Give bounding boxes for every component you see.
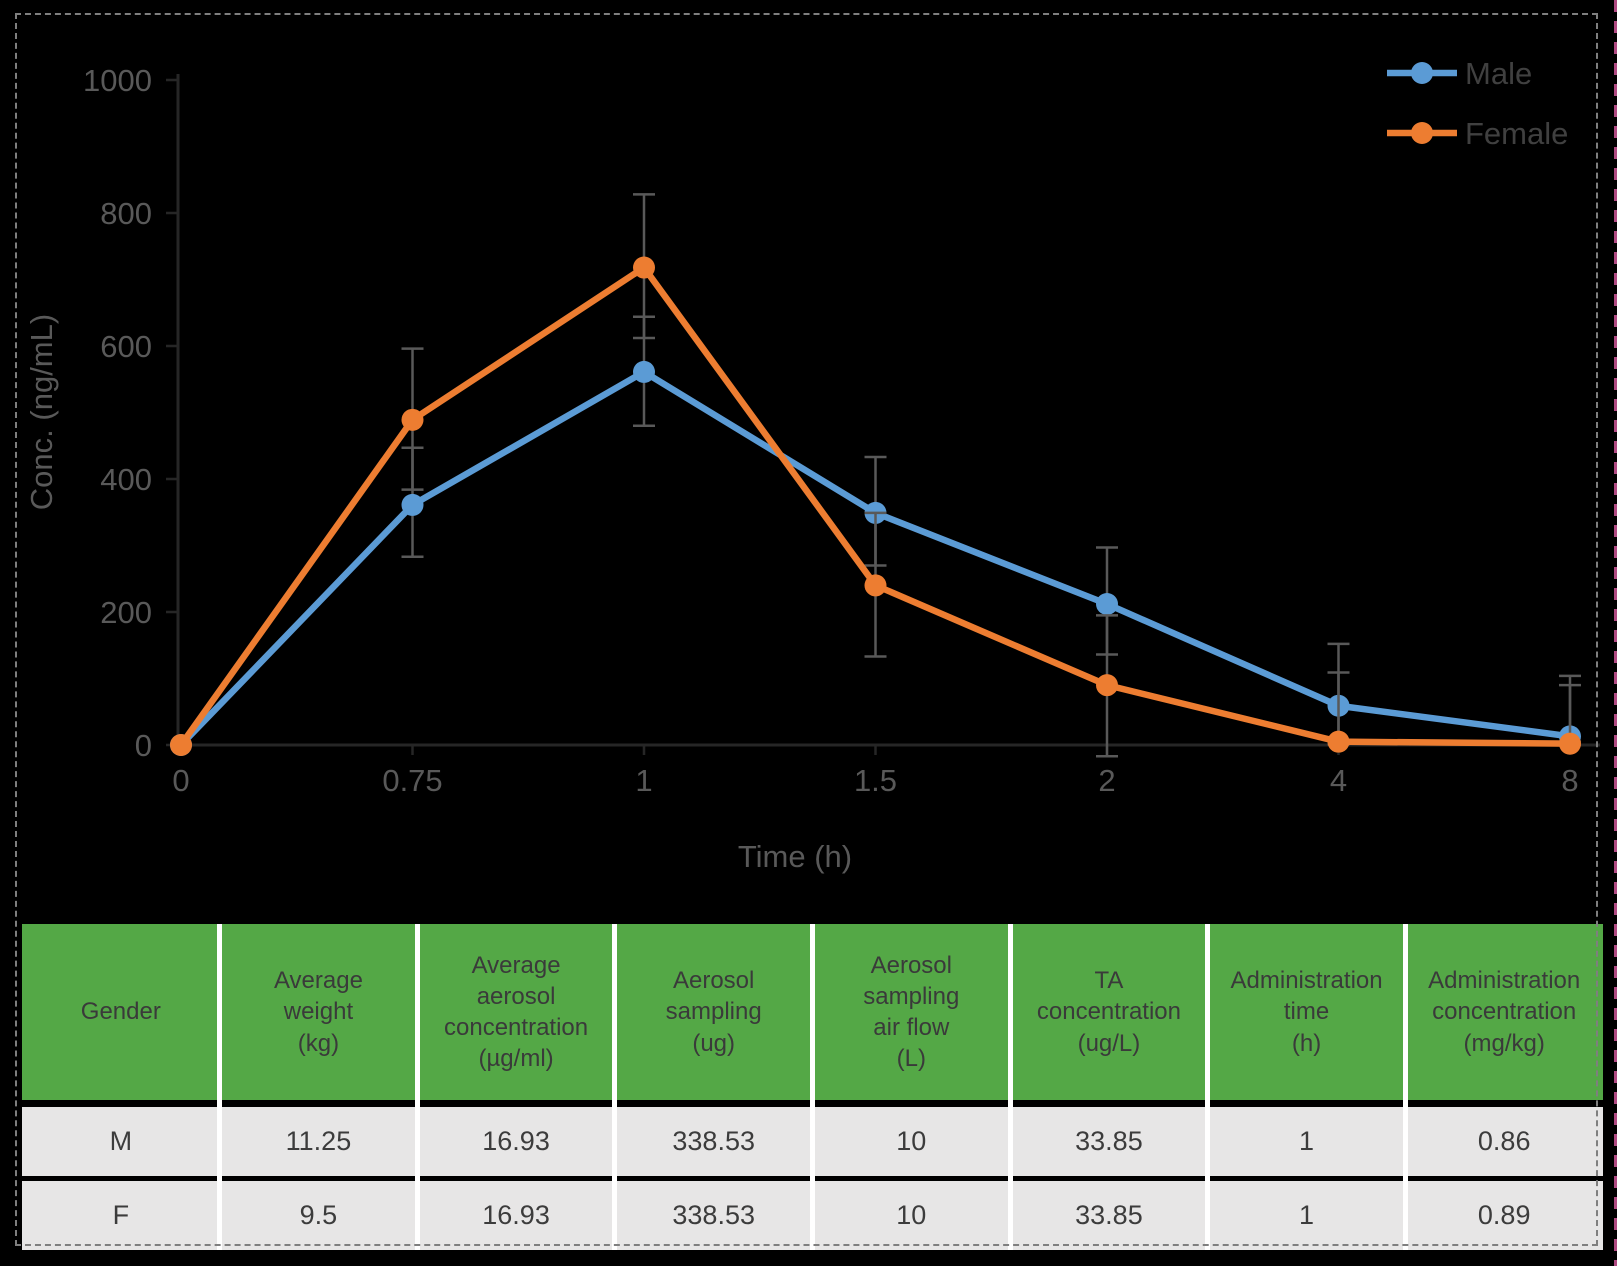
y-tick-label: 800 bbox=[100, 196, 152, 231]
column-separator bbox=[612, 924, 618, 1250]
legend-label: Female bbox=[1465, 116, 1568, 151]
x-tick-label: 2 bbox=[1098, 763, 1115, 798]
table-cell: 1 bbox=[1207, 1181, 1406, 1250]
header-cell: Aerosol sampling air flow (L) bbox=[812, 924, 1011, 1100]
y-tick-label: 0 bbox=[135, 728, 152, 763]
table-cell: 0.86 bbox=[1405, 1107, 1603, 1176]
y-tick-label: 200 bbox=[100, 595, 152, 630]
table-cell: 9.5 bbox=[219, 1181, 418, 1250]
column-separator bbox=[414, 924, 420, 1250]
y-tick-label: 400 bbox=[100, 462, 152, 497]
data-point-marker-female bbox=[170, 734, 192, 756]
column-separator bbox=[1007, 924, 1013, 1250]
data-point-marker-female bbox=[401, 408, 424, 431]
table-cell: 338.53 bbox=[614, 1107, 813, 1176]
y-tick-label: 1000 bbox=[83, 63, 152, 98]
header-cell: Gender bbox=[22, 924, 220, 1100]
table-cell: 10 bbox=[812, 1181, 1011, 1250]
data-point-marker-female bbox=[1327, 730, 1350, 753]
table-cell: 33.85 bbox=[1010, 1181, 1208, 1250]
data-point-marker-male bbox=[1096, 593, 1118, 616]
header-cell: Administration concentration (mg/kg) bbox=[1405, 924, 1603, 1100]
x-tick-label: 0 bbox=[172, 763, 189, 798]
x-tick-label: 0.75 bbox=[382, 763, 442, 798]
table-cell: 16.93 bbox=[417, 1181, 615, 1250]
header-cell: Average aerosol concentration (µg/ml) bbox=[417, 924, 615, 1100]
column-separator bbox=[1402, 924, 1408, 1250]
table-cell: 11.25 bbox=[219, 1107, 418, 1176]
x-tick-label: 4 bbox=[1330, 763, 1347, 798]
data-point-marker-male bbox=[633, 360, 655, 383]
legend-marker bbox=[1411, 62, 1433, 84]
data-point-marker-female bbox=[1096, 674, 1118, 697]
header-cell: TA concentration (ug/L) bbox=[1010, 924, 1208, 1100]
column-separator bbox=[810, 924, 815, 1250]
table-cell: 338.53 bbox=[614, 1181, 813, 1250]
x-tick-label: 1 bbox=[635, 763, 652, 798]
column-separator bbox=[217, 924, 223, 1250]
table-row: M 11.25 16.93 338.53 10 33.85 1 0.86 bbox=[22, 1107, 1603, 1176]
y-axis-title: Conc. (ng/mL) bbox=[24, 314, 59, 510]
table-cell: 10 bbox=[812, 1107, 1011, 1176]
dosing-info-table: Gender Average weight (kg) Average aerosol… bbox=[22, 924, 1603, 1250]
table-cell: 16.93 bbox=[417, 1107, 615, 1176]
header-cell: Administration time (h) bbox=[1207, 924, 1406, 1100]
data-point-marker-female bbox=[1559, 732, 1581, 755]
x-tick-label: 8 bbox=[1561, 763, 1578, 798]
table-cell: F bbox=[22, 1181, 220, 1250]
header-cell: Aerosol sampling (ug) bbox=[614, 924, 813, 1100]
concentration-time-chart: 0 200 400 600 800 1000 0 0.75 1 1.5 2 4 8 Time (h) Con… bbox=[24, 56, 1600, 874]
table-cell: 33.85 bbox=[1010, 1107, 1208, 1176]
y-tick-label: 600 bbox=[100, 329, 152, 364]
legend-marker bbox=[1411, 122, 1433, 144]
table-cell: 0.89 bbox=[1405, 1181, 1603, 1250]
table-header-row: Gender Average weight (kg) Average aerosol… bbox=[22, 924, 1603, 1100]
data-point-marker-female bbox=[864, 574, 887, 597]
column-separator bbox=[1205, 924, 1211, 1250]
table-cell: 1 bbox=[1207, 1107, 1406, 1176]
header-cell: Average weight (kg) bbox=[219, 924, 418, 1100]
data-point-marker-female bbox=[633, 256, 655, 279]
x-tick-label: 1.5 bbox=[854, 763, 897, 798]
x-axis-title: Time (h) bbox=[738, 839, 852, 874]
table-row: F 9.5 16.93 338.53 10 33.85 1 0.89 bbox=[22, 1181, 1603, 1250]
data-point-marker-male bbox=[401, 493, 424, 516]
legend-label: Male bbox=[1465, 56, 1532, 91]
table-cell: M bbox=[22, 1107, 220, 1176]
